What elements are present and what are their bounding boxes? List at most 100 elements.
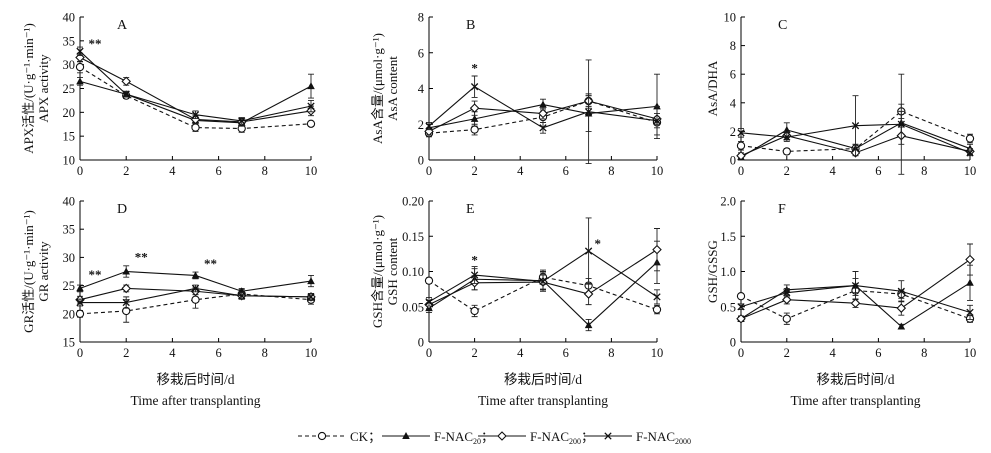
chart-panel-b: 0 2 4 6 8 0 2 4 6 8 10 B AsA含量/(μmol·g⁻¹) AsA content… [370,11,663,179]
x-label-cn-f: 移栽后时间/d [816,372,894,387]
point-e-ck-4 [652,305,662,314]
point-d-f-nac200-1 [121,283,131,294]
point-f-f-nac200-1 [782,294,792,305]
point-e-ck-0 [424,276,434,285]
y-tick-label-f-1: 0.5 [720,300,736,314]
x-tick-label-d-2: 4 [169,346,176,360]
panel-label-f: F [778,202,786,217]
x-tick-label-b-1: 2 [471,164,477,178]
legend-label-f-nac200: F-NAC200； [530,429,594,446]
x-tick-label-a-3: 6 [215,164,221,178]
x-tick-label-f-0: 0 [738,346,744,360]
y-tick-label-a-2: 20 [63,106,76,120]
point-c-f-nac2000-0 [737,129,745,137]
y-tick-label-c-5: 10 [724,11,737,25]
significance-a-0: ** [89,36,102,51]
y-label-en-a: APX activity [36,54,51,123]
y-tick-label-b-2: 4 [418,82,425,96]
point-a-f-nac20-4 [307,82,315,90]
significance-b-0: * [471,60,478,75]
x-tick-label-a-4: 8 [262,164,268,178]
point-d-f-nac20-0 [76,284,84,292]
y-label-cn-d: GR活性/(U·g⁻¹·min⁻¹) [21,210,36,333]
x-tick-label-c-2: 4 [829,164,836,178]
x-tick-label-e-1: 2 [471,346,477,360]
point-f-f-nac2000-2 [851,281,860,290]
x-tick-label-d-4: 8 [262,346,268,360]
y-tick-label-f-4: 2.0 [720,195,736,209]
y-label-en-d: GR activity [36,241,51,302]
y-tick-label-f-3: 1.5 [720,230,736,244]
y-tick-label-a-5: 35 [63,34,76,48]
point-b-f-nac2000-4 [653,117,661,125]
y-tick-label-d-0: 15 [63,336,76,350]
legend-item-f-nac20: F-NAC20； [382,429,494,446]
x-tick-label-f-1: 2 [784,346,790,360]
y-tick-label-a-4: 30 [63,58,76,72]
y-tick-label-c-2: 4 [730,96,737,110]
chart-panel-f: 0 0.5 1.0 1.5 2.0 0 2 4 6 8 10 F GSH/GSSG 移栽后时间/d Time… [705,195,976,409]
legend-marker-f-nac200 [478,431,526,441]
x-tick-label-b-2: 4 [517,164,524,178]
point-c-ck-4 [965,134,975,143]
y-tick-label-a-0: 10 [63,154,76,168]
x-tick-label-f-4: 8 [921,346,927,360]
x-tick-label-a-1: 2 [123,164,129,178]
series-a-f-nac2000 [76,46,315,125]
point-f-f-nac20-3 [897,322,906,330]
significance-d-1: ** [135,249,148,264]
x-tick-label-b-5: 10 [651,164,664,178]
point-e-ck-1 [470,306,479,316]
y-tick-label-d-4: 35 [63,223,76,237]
point-c-ck-1 [782,147,791,156]
legend-marker-ck [298,431,346,441]
y-tick-label-d-3: 30 [63,251,76,265]
legend-marker-f-nac2000 [584,432,632,440]
panel-label-c: C [778,18,787,33]
point-f-f-nac2000-1 [783,288,791,297]
x-tick-label-c-3: 6 [875,164,881,178]
y-tick-label-d-5: 40 [63,195,76,209]
point-a-ck-2 [191,123,200,132]
point-a-f-nac2000-0 [76,47,84,55]
legend-item-f-nac200: F-NAC200； [478,429,594,446]
point-e-f-nac2000-4 [653,293,661,301]
x-tick-label-e-0: 0 [426,346,432,360]
point-d-f-nac2000-0 [76,298,84,307]
point-c-f-nac2000-1 [783,133,791,141]
point-f-f-nac200-0 [736,313,746,324]
point-b-f-nac2000-1 [470,83,479,91]
x-tick-label-f-3: 6 [875,346,881,360]
y-tick-label-c-3: 6 [730,68,736,82]
point-c-f-nac200-0 [736,150,746,161]
legend-item-f-nac2000: F-NAC2000 [584,429,691,446]
point-a-f-nac200-1 [121,76,131,87]
series-f-f-nac2000 [737,271,974,320]
x-label-en-f: Time after transplanting [791,393,921,408]
legend-label-f-nac20: F-NAC20； [434,429,494,446]
y-label-cn-e: GSH含量/(μmol·g⁻¹) [370,215,385,328]
point-b-f-nac2000-0 [425,122,433,130]
point-a-ck-4 [306,119,316,128]
point-e-f-nac200-3 [583,289,594,299]
point-e-f-nac2000-3 [584,247,593,255]
point-a-f-nac20-0 [76,77,84,85]
point-e-f-nac200-4 [652,244,662,255]
x-tick-label-c-1: 2 [784,164,790,178]
point-c-ck-0 [736,141,746,150]
point-d-f-nac2000-2 [191,284,200,293]
point-f-f-nac2000-3 [897,287,905,295]
point-d-f-nac20-1 [122,267,130,275]
x-tick-label-e-4: 8 [608,346,614,360]
y-tick-label-e-1: 0.05 [402,300,424,314]
point-d-f-nac20-4 [307,277,315,285]
point-a-f-nac2000-4 [307,102,315,110]
point-a-f-nac2000-3 [238,117,246,125]
y-tick-label-a-1: 15 [63,130,76,144]
x-tick-label-d-1: 2 [123,346,129,360]
point-b-f-nac200-0 [424,126,434,137]
y-tick-label-a-3: 25 [63,82,76,96]
x-label-cn-d: 移栽后时间/d [156,372,234,387]
x-tick-label-a-5: 10 [305,164,318,178]
